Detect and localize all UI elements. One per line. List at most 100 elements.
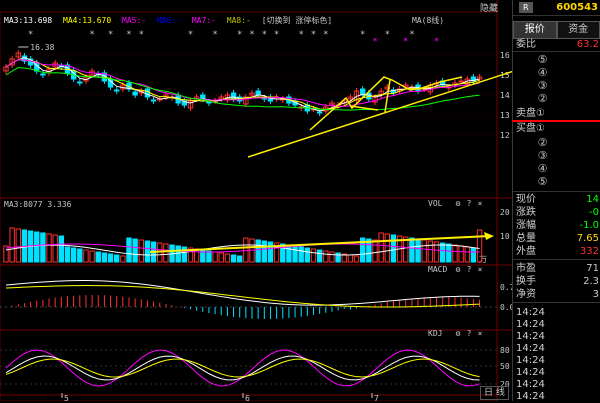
price-tick-label: 12 bbox=[500, 131, 510, 140]
sell-1-row: 卖盘① bbox=[513, 107, 600, 120]
volume-bar bbox=[422, 240, 426, 262]
ma-legend: MA3:13.698 MA4:13.670 MA5:- MA6:- MA7:- … bbox=[4, 15, 338, 26]
candle-body bbox=[231, 93, 235, 99]
signal-star: * bbox=[249, 30, 254, 40]
x-axis-label: 5 bbox=[64, 394, 69, 401]
signal-star: * bbox=[274, 30, 279, 40]
volume-bar bbox=[465, 247, 469, 262]
volume-bar bbox=[182, 247, 186, 262]
volume-bar bbox=[416, 239, 420, 262]
sell-level-5: ⑤ bbox=[513, 53, 600, 66]
hide-button[interactable]: 隐藏 bbox=[480, 1, 498, 14]
gear-icon: ⚙ bbox=[456, 329, 461, 338]
volume-bar bbox=[207, 251, 211, 262]
buy-level-2-marker: ② bbox=[537, 137, 548, 148]
divider bbox=[513, 302, 600, 303]
tab-quote[interactable]: 报价 bbox=[513, 21, 557, 39]
stat2-row-1-label: 换手 bbox=[516, 275, 536, 288]
price-tick-label: 13 bbox=[500, 111, 510, 120]
divider bbox=[513, 51, 600, 52]
tick-time-7-label: 14:24 bbox=[516, 390, 545, 403]
stat-row-3-label: 总量 bbox=[516, 232, 536, 245]
gear-icon: ⚙ bbox=[456, 199, 461, 208]
kdj-tick: 80 bbox=[500, 346, 510, 355]
volume-bar bbox=[262, 241, 266, 262]
signal-star: * bbox=[262, 30, 267, 40]
sell-level-5-marker: ⑤ bbox=[537, 54, 548, 65]
volume-bar bbox=[96, 252, 100, 262]
volume-bar bbox=[410, 238, 414, 262]
buy-level-5: ⑤ bbox=[513, 175, 600, 188]
candle-body bbox=[317, 112, 321, 113]
volume-bar bbox=[225, 254, 229, 262]
volume-bar bbox=[115, 255, 119, 262]
macd-title: MACD bbox=[428, 265, 447, 274]
volume-bar bbox=[78, 249, 82, 262]
candle-body bbox=[151, 100, 155, 101]
vol-trend-arrow-head bbox=[484, 232, 494, 240]
candle-body bbox=[459, 81, 463, 82]
volume-bar bbox=[47, 234, 51, 262]
buy-1-row: 买盘① bbox=[513, 122, 600, 135]
signal-star: * bbox=[212, 30, 217, 40]
buy-level-5-marker: ⑤ bbox=[537, 176, 548, 187]
buy-level-4-marker: ④ bbox=[537, 163, 548, 174]
ma-settings-button[interactable]: MA(8线) bbox=[412, 15, 444, 26]
candle-body bbox=[133, 92, 137, 95]
tab-funds[interactable]: 资金 bbox=[557, 21, 600, 39]
stat2-row-1-value: 2.3 bbox=[583, 275, 599, 288]
volume-bar bbox=[59, 236, 63, 262]
volume-bar bbox=[385, 234, 389, 262]
candle-body bbox=[41, 74, 45, 75]
daily-period-tab[interactable]: 日 线 bbox=[480, 386, 509, 400]
price-tick-label: 16 bbox=[500, 51, 510, 60]
quote-header: R 600543 bbox=[513, 0, 600, 16]
macd-tick-0: 0.0 bbox=[500, 303, 512, 312]
stat-row-1-label: 涨跌 bbox=[516, 206, 536, 219]
volume-bar bbox=[348, 255, 352, 262]
volume-bar bbox=[65, 247, 69, 262]
quote-tabs: 报价 资金 bbox=[513, 21, 600, 39]
volume-bar bbox=[287, 245, 291, 262]
gear-icon: ⚙ bbox=[456, 265, 461, 274]
volume-bar bbox=[299, 247, 303, 262]
signal-star: * bbox=[237, 30, 242, 40]
close-icon: × bbox=[478, 265, 483, 274]
signal-star: * bbox=[298, 30, 303, 40]
sell-level-4-marker: ④ bbox=[537, 67, 548, 78]
candle-body bbox=[115, 90, 119, 91]
macd-tick-07: 0.7 bbox=[500, 283, 512, 292]
switch-limit-color-link[interactable]: [切换到 涨停标色] bbox=[262, 16, 332, 25]
sell-level-3: ③ bbox=[513, 79, 600, 92]
stat-row-0-value: 14 bbox=[586, 193, 599, 206]
volume-bar bbox=[471, 248, 475, 262]
candle-body bbox=[207, 102, 211, 103]
signal-star-magenta: * bbox=[403, 37, 408, 47]
price-tick-label: 14 bbox=[500, 91, 510, 100]
volume-bar bbox=[231, 255, 235, 262]
divider bbox=[513, 191, 600, 192]
help-icon: ? bbox=[467, 329, 472, 338]
ma6-value: MA6:- bbox=[157, 16, 181, 25]
volume-bar bbox=[317, 250, 321, 262]
volume-bar bbox=[176, 246, 180, 262]
stat-row-2-value: -1.0 bbox=[579, 219, 599, 232]
sell-level-2: ② bbox=[513, 92, 600, 105]
sell-1-row-label: 卖盘① bbox=[516, 107, 545, 120]
tick-time-7: 14:24 bbox=[513, 390, 600, 403]
signal-star: * bbox=[28, 30, 33, 40]
stat2-row-0-value: 71 bbox=[586, 262, 599, 275]
signal-star: * bbox=[360, 30, 365, 40]
ma3-line bbox=[6, 58, 480, 111]
volume-bar bbox=[268, 242, 272, 262]
volume-bar bbox=[428, 241, 432, 262]
candle-body bbox=[78, 82, 82, 83]
divider bbox=[513, 259, 600, 260]
volume-bar bbox=[440, 243, 444, 262]
kline-chart-svg[interactable]: 161514131216.38********************VOL⚙?… bbox=[0, 0, 512, 401]
